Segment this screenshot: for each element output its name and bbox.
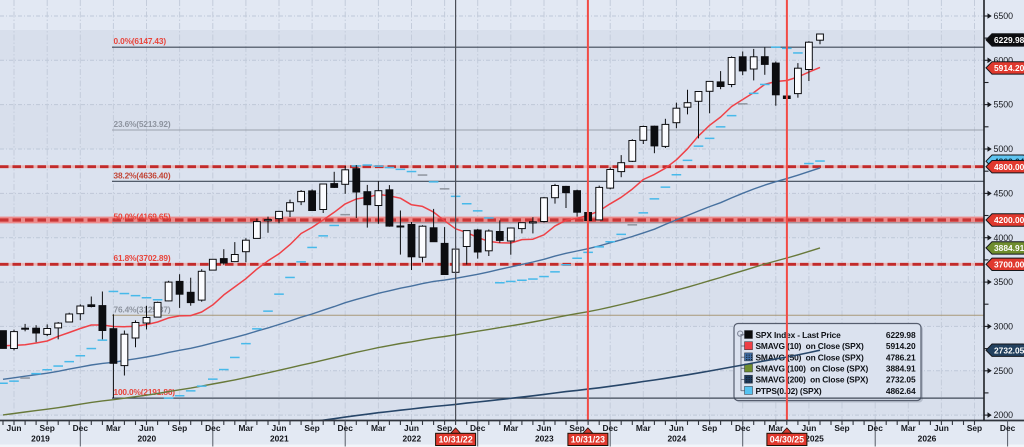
svg-text:Jun: Jun bbox=[7, 423, 22, 433]
svg-text:2732.05: 2732.05 bbox=[886, 375, 916, 385]
svg-text:Mar: Mar bbox=[503, 423, 519, 433]
svg-text:3884.91: 3884.91 bbox=[994, 243, 1024, 253]
svg-text:Jun: Jun bbox=[669, 423, 684, 433]
svg-text:Jun: Jun bbox=[404, 423, 419, 433]
svg-text:Sep: Sep bbox=[702, 423, 717, 433]
svg-text:SMAVG (100) on Close (SPX): SMAVG (100) on Close (SPX) bbox=[756, 363, 869, 373]
svg-text:Sep: Sep bbox=[967, 423, 982, 433]
svg-text:Dec: Dec bbox=[470, 423, 486, 433]
svg-text:PTPS(0.02) (SPX): PTPS(0.02) (SPX) bbox=[756, 386, 822, 396]
svg-text:Dec: Dec bbox=[735, 423, 751, 433]
svg-text:Dec: Dec bbox=[868, 423, 884, 433]
svg-text:Dec: Dec bbox=[338, 423, 354, 433]
svg-text:4786.21: 4786.21 bbox=[886, 352, 916, 362]
svg-text:Sep: Sep bbox=[437, 423, 452, 433]
svg-text:2021: 2021 bbox=[270, 434, 289, 444]
svg-text:6000: 6000 bbox=[994, 55, 1014, 65]
svg-text:6500: 6500 bbox=[994, 11, 1014, 21]
svg-text:Mar: Mar bbox=[768, 423, 784, 433]
svg-text:Jun: Jun bbox=[537, 423, 552, 433]
svg-text:5000: 5000 bbox=[994, 144, 1014, 154]
svg-text:3000: 3000 bbox=[994, 322, 1014, 332]
svg-text:2000: 2000 bbox=[994, 410, 1014, 420]
svg-text:4000: 4000 bbox=[994, 233, 1014, 243]
svg-text:50.0%(4169.65): 50.0%(4169.65) bbox=[114, 212, 171, 222]
svg-text:4862.64: 4862.64 bbox=[886, 386, 916, 396]
svg-text:Dec: Dec bbox=[1000, 423, 1016, 433]
svg-text:SPX Index - Last Price: SPX Index - Last Price bbox=[756, 330, 842, 340]
svg-text:23.6%(5213.92): 23.6%(5213.92) bbox=[114, 119, 171, 129]
svg-text:Sep: Sep bbox=[304, 423, 319, 433]
svg-text:Sep: Sep bbox=[172, 423, 187, 433]
svg-text:Mar: Mar bbox=[238, 423, 254, 433]
svg-text:5500: 5500 bbox=[994, 100, 1014, 110]
svg-text:38.2%(4636.40): 38.2%(4636.40) bbox=[114, 170, 171, 180]
svg-text:0.0%(6147.43): 0.0%(6147.43) bbox=[114, 36, 167, 46]
svg-text:2019: 2019 bbox=[31, 434, 50, 444]
svg-text:2500: 2500 bbox=[994, 366, 1014, 376]
svg-text:2020: 2020 bbox=[137, 434, 156, 444]
svg-text:SMAVG (50) on Close (SPX): SMAVG (50) on Close (SPX) bbox=[756, 352, 864, 362]
svg-text:10/31/23: 10/31/23 bbox=[571, 435, 605, 445]
svg-text:2022: 2022 bbox=[402, 434, 421, 444]
svg-text:Dec: Dec bbox=[73, 423, 89, 433]
svg-text:5914.20: 5914.20 bbox=[994, 63, 1024, 73]
svg-text:Dec: Dec bbox=[603, 423, 619, 433]
svg-text:100.0%(2191.86): 100.0%(2191.86) bbox=[114, 387, 176, 397]
svg-text:Jun: Jun bbox=[801, 423, 816, 433]
svg-text:Sep: Sep bbox=[834, 423, 849, 433]
svg-text:SMAVG (200) on Close (SPX): SMAVG (200) on Close (SPX) bbox=[756, 375, 869, 385]
svg-text:2023: 2023 bbox=[535, 434, 554, 444]
svg-text:Mar: Mar bbox=[636, 423, 652, 433]
svg-text:Jun: Jun bbox=[934, 423, 949, 433]
svg-text:Jun: Jun bbox=[272, 423, 287, 433]
svg-text:2026: 2026 bbox=[918, 434, 937, 444]
svg-text:3500: 3500 bbox=[994, 277, 1014, 287]
svg-text:6229.98: 6229.98 bbox=[994, 35, 1024, 45]
svg-text:2732.05: 2732.05 bbox=[994, 345, 1024, 355]
svg-text:2024: 2024 bbox=[667, 434, 686, 444]
svg-text:10/31/22: 10/31/22 bbox=[438, 435, 472, 445]
svg-text:3700.00: 3700.00 bbox=[994, 259, 1024, 269]
svg-text:04/30/25: 04/30/25 bbox=[770, 435, 804, 445]
svg-text:2025: 2025 bbox=[805, 434, 824, 444]
svg-text:6229.98: 6229.98 bbox=[886, 330, 916, 340]
svg-text:5914.20: 5914.20 bbox=[886, 341, 916, 351]
svg-text:Mar: Mar bbox=[371, 423, 387, 433]
svg-text:3884.91: 3884.91 bbox=[886, 363, 916, 373]
svg-text:Mar: Mar bbox=[106, 423, 122, 433]
svg-text:4200.00: 4200.00 bbox=[994, 215, 1024, 225]
svg-text:Sep: Sep bbox=[40, 423, 55, 433]
svg-text:Dec: Dec bbox=[205, 423, 221, 433]
svg-text:Jun: Jun bbox=[139, 423, 154, 433]
svg-text:Mar: Mar bbox=[901, 423, 917, 433]
svg-text:4500: 4500 bbox=[994, 189, 1014, 199]
svg-text:61.8%(3702.89): 61.8%(3702.89) bbox=[114, 253, 171, 263]
svg-text:Sep: Sep bbox=[569, 423, 584, 433]
svg-text:SMAVG (10) on Close (SPX): SMAVG (10) on Close (SPX) bbox=[756, 341, 864, 351]
svg-text:76.4%(3125.37): 76.4%(3125.37) bbox=[114, 304, 171, 314]
svg-text:4800.00: 4800.00 bbox=[994, 162, 1024, 172]
